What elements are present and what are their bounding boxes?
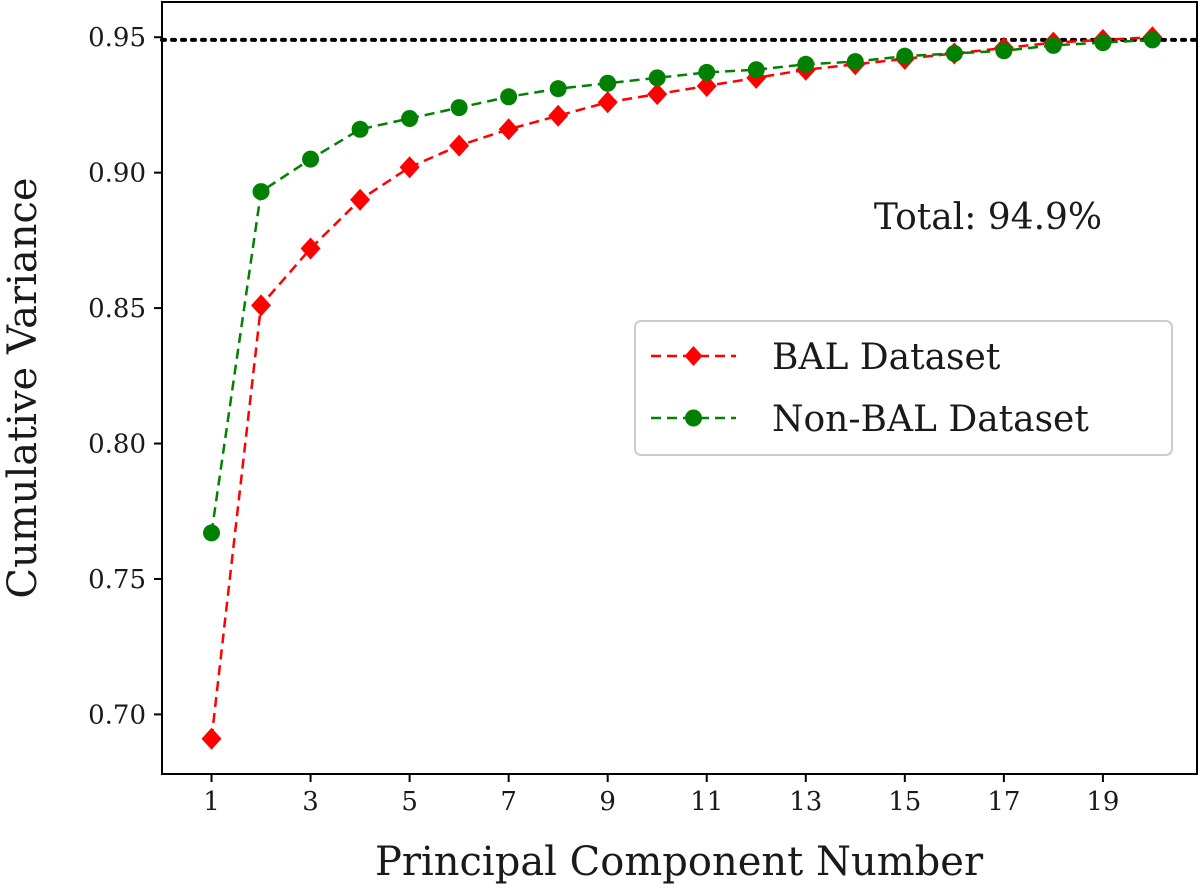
chart-marks — [160, 26, 1199, 750]
data-point-nonbal — [203, 524, 221, 542]
data-point-bal — [251, 294, 272, 317]
x-tick-label: 19 — [1086, 787, 1119, 817]
x-tick-label: 7 — [500, 787, 517, 817]
data-point-bal — [548, 104, 569, 127]
total-annotation: Total: 94.9% — [874, 197, 1102, 238]
x-tick-label: 5 — [401, 787, 418, 817]
data-point-nonbal — [1143, 31, 1161, 49]
x-axis-title: Principal Component Number — [375, 839, 984, 885]
data-point-nonbal — [401, 109, 419, 127]
data-point-bal — [647, 83, 668, 106]
legend-label-bal: BAL Dataset — [772, 337, 1001, 378]
data-point-nonbal — [747, 61, 765, 79]
data-point-nonbal — [351, 120, 369, 138]
plot-frame — [161, 1, 1198, 775]
data-point-nonbal — [252, 183, 270, 201]
x-tick-label: 15 — [888, 787, 921, 817]
x-axis: 1 3 5 7 9 11 13 15 17 19 — [203, 774, 1119, 817]
y-axis-title: Cumulative Variance — [0, 177, 46, 598]
x-tick-label: 3 — [302, 787, 319, 817]
data-point-bal — [498, 118, 519, 141]
data-point-nonbal — [797, 55, 815, 73]
data-point-bal — [449, 134, 470, 157]
data-point-nonbal — [648, 69, 666, 87]
data-point-nonbal — [945, 44, 963, 62]
y-tick-label: 0.85 — [88, 294, 146, 324]
y-tick-label: 0.90 — [88, 159, 146, 189]
series-line-nonbal — [210, 38, 1153, 534]
x-tick-label: 11 — [690, 787, 723, 817]
data-point-nonbal — [995, 42, 1013, 60]
data-point-nonbal — [599, 74, 617, 92]
data-point-nonbal — [450, 99, 468, 117]
x-tick-label: 9 — [599, 787, 616, 817]
legend-label-nonbal: Non-BAL Dataset — [772, 399, 1089, 440]
legend-marker-nonbal-circle-icon — [685, 409, 702, 427]
data-point-nonbal — [500, 88, 518, 106]
data-point-nonbal — [698, 63, 716, 81]
data-point-nonbal — [896, 47, 914, 65]
y-tick-label: 0.95 — [88, 23, 146, 53]
data-point-bal — [300, 237, 321, 260]
y-tick-label: 0.75 — [88, 565, 146, 595]
x-tick-label: 17 — [987, 787, 1020, 817]
data-point-nonbal — [302, 150, 320, 168]
data-point-nonbal — [549, 80, 567, 98]
data-point-bal — [350, 188, 371, 211]
x-tick-label: 1 — [203, 787, 220, 817]
data-point-nonbal — [1094, 34, 1112, 52]
data-point-bal — [201, 727, 222, 750]
legend: BAL Dataset Non-BAL Dataset — [634, 320, 1173, 456]
data-point-nonbal — [846, 53, 864, 71]
legend-marker-bal-diamond-icon — [684, 346, 703, 366]
legend-box — [634, 320, 1173, 456]
y-axis: 0.70 0.75 0.80 0.85 0.90 0.95 — [88, 23, 162, 730]
data-point-bal — [597, 91, 618, 114]
x-tick-label: 13 — [789, 787, 822, 817]
data-point-bal — [399, 156, 420, 179]
data-point-bal — [696, 74, 717, 97]
y-tick-label: 0.80 — [88, 430, 146, 460]
y-tick-label: 0.70 — [88, 700, 146, 730]
data-point-nonbal — [1044, 36, 1062, 54]
